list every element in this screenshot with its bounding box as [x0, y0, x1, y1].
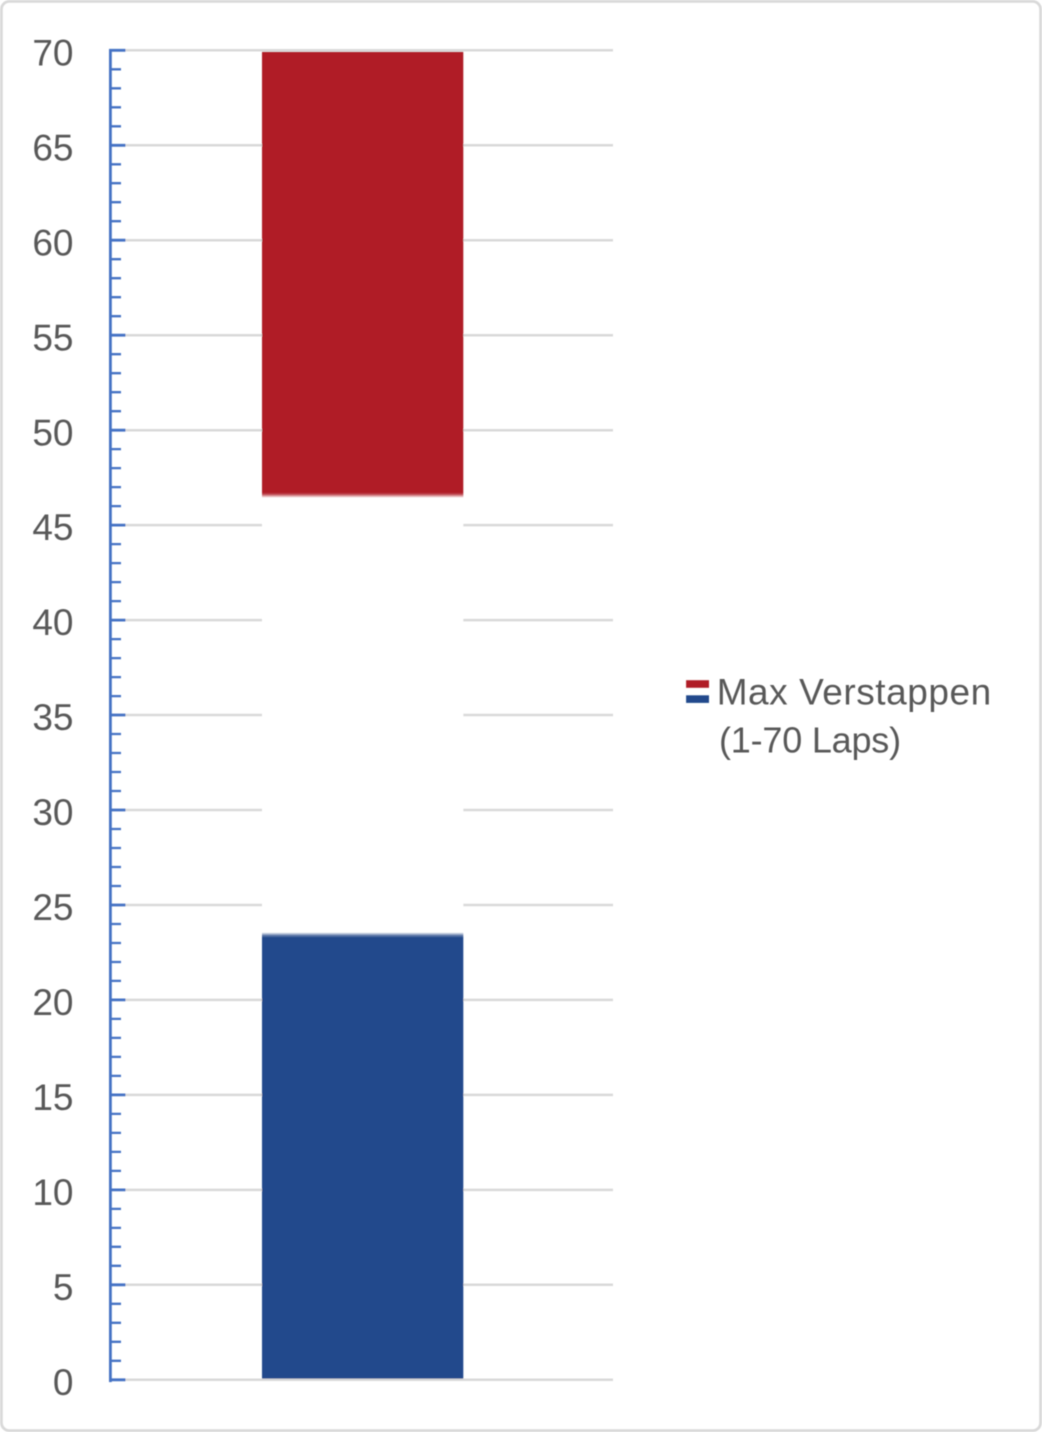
svg-text:20: 20	[32, 982, 73, 1023]
svg-text:70: 70	[32, 32, 73, 73]
svg-text:0: 0	[53, 1362, 74, 1403]
svg-text:40: 40	[32, 602, 73, 643]
svg-text:5: 5	[53, 1267, 74, 1308]
svg-text:(1-70 Laps): (1-70 Laps)	[719, 719, 901, 760]
svg-text:60: 60	[32, 222, 73, 263]
svg-text:15: 15	[32, 1077, 73, 1118]
svg-text:30: 30	[32, 792, 73, 833]
svg-text:65: 65	[32, 127, 73, 168]
svg-text:35: 35	[32, 697, 73, 738]
svg-text:25: 25	[32, 887, 73, 928]
svg-text:55: 55	[32, 317, 73, 358]
svg-text:45: 45	[32, 507, 73, 548]
svg-text:50: 50	[32, 412, 73, 453]
svg-text:10: 10	[32, 1172, 73, 1213]
svg-text:Max Verstappen: Max Verstappen	[717, 672, 992, 713]
